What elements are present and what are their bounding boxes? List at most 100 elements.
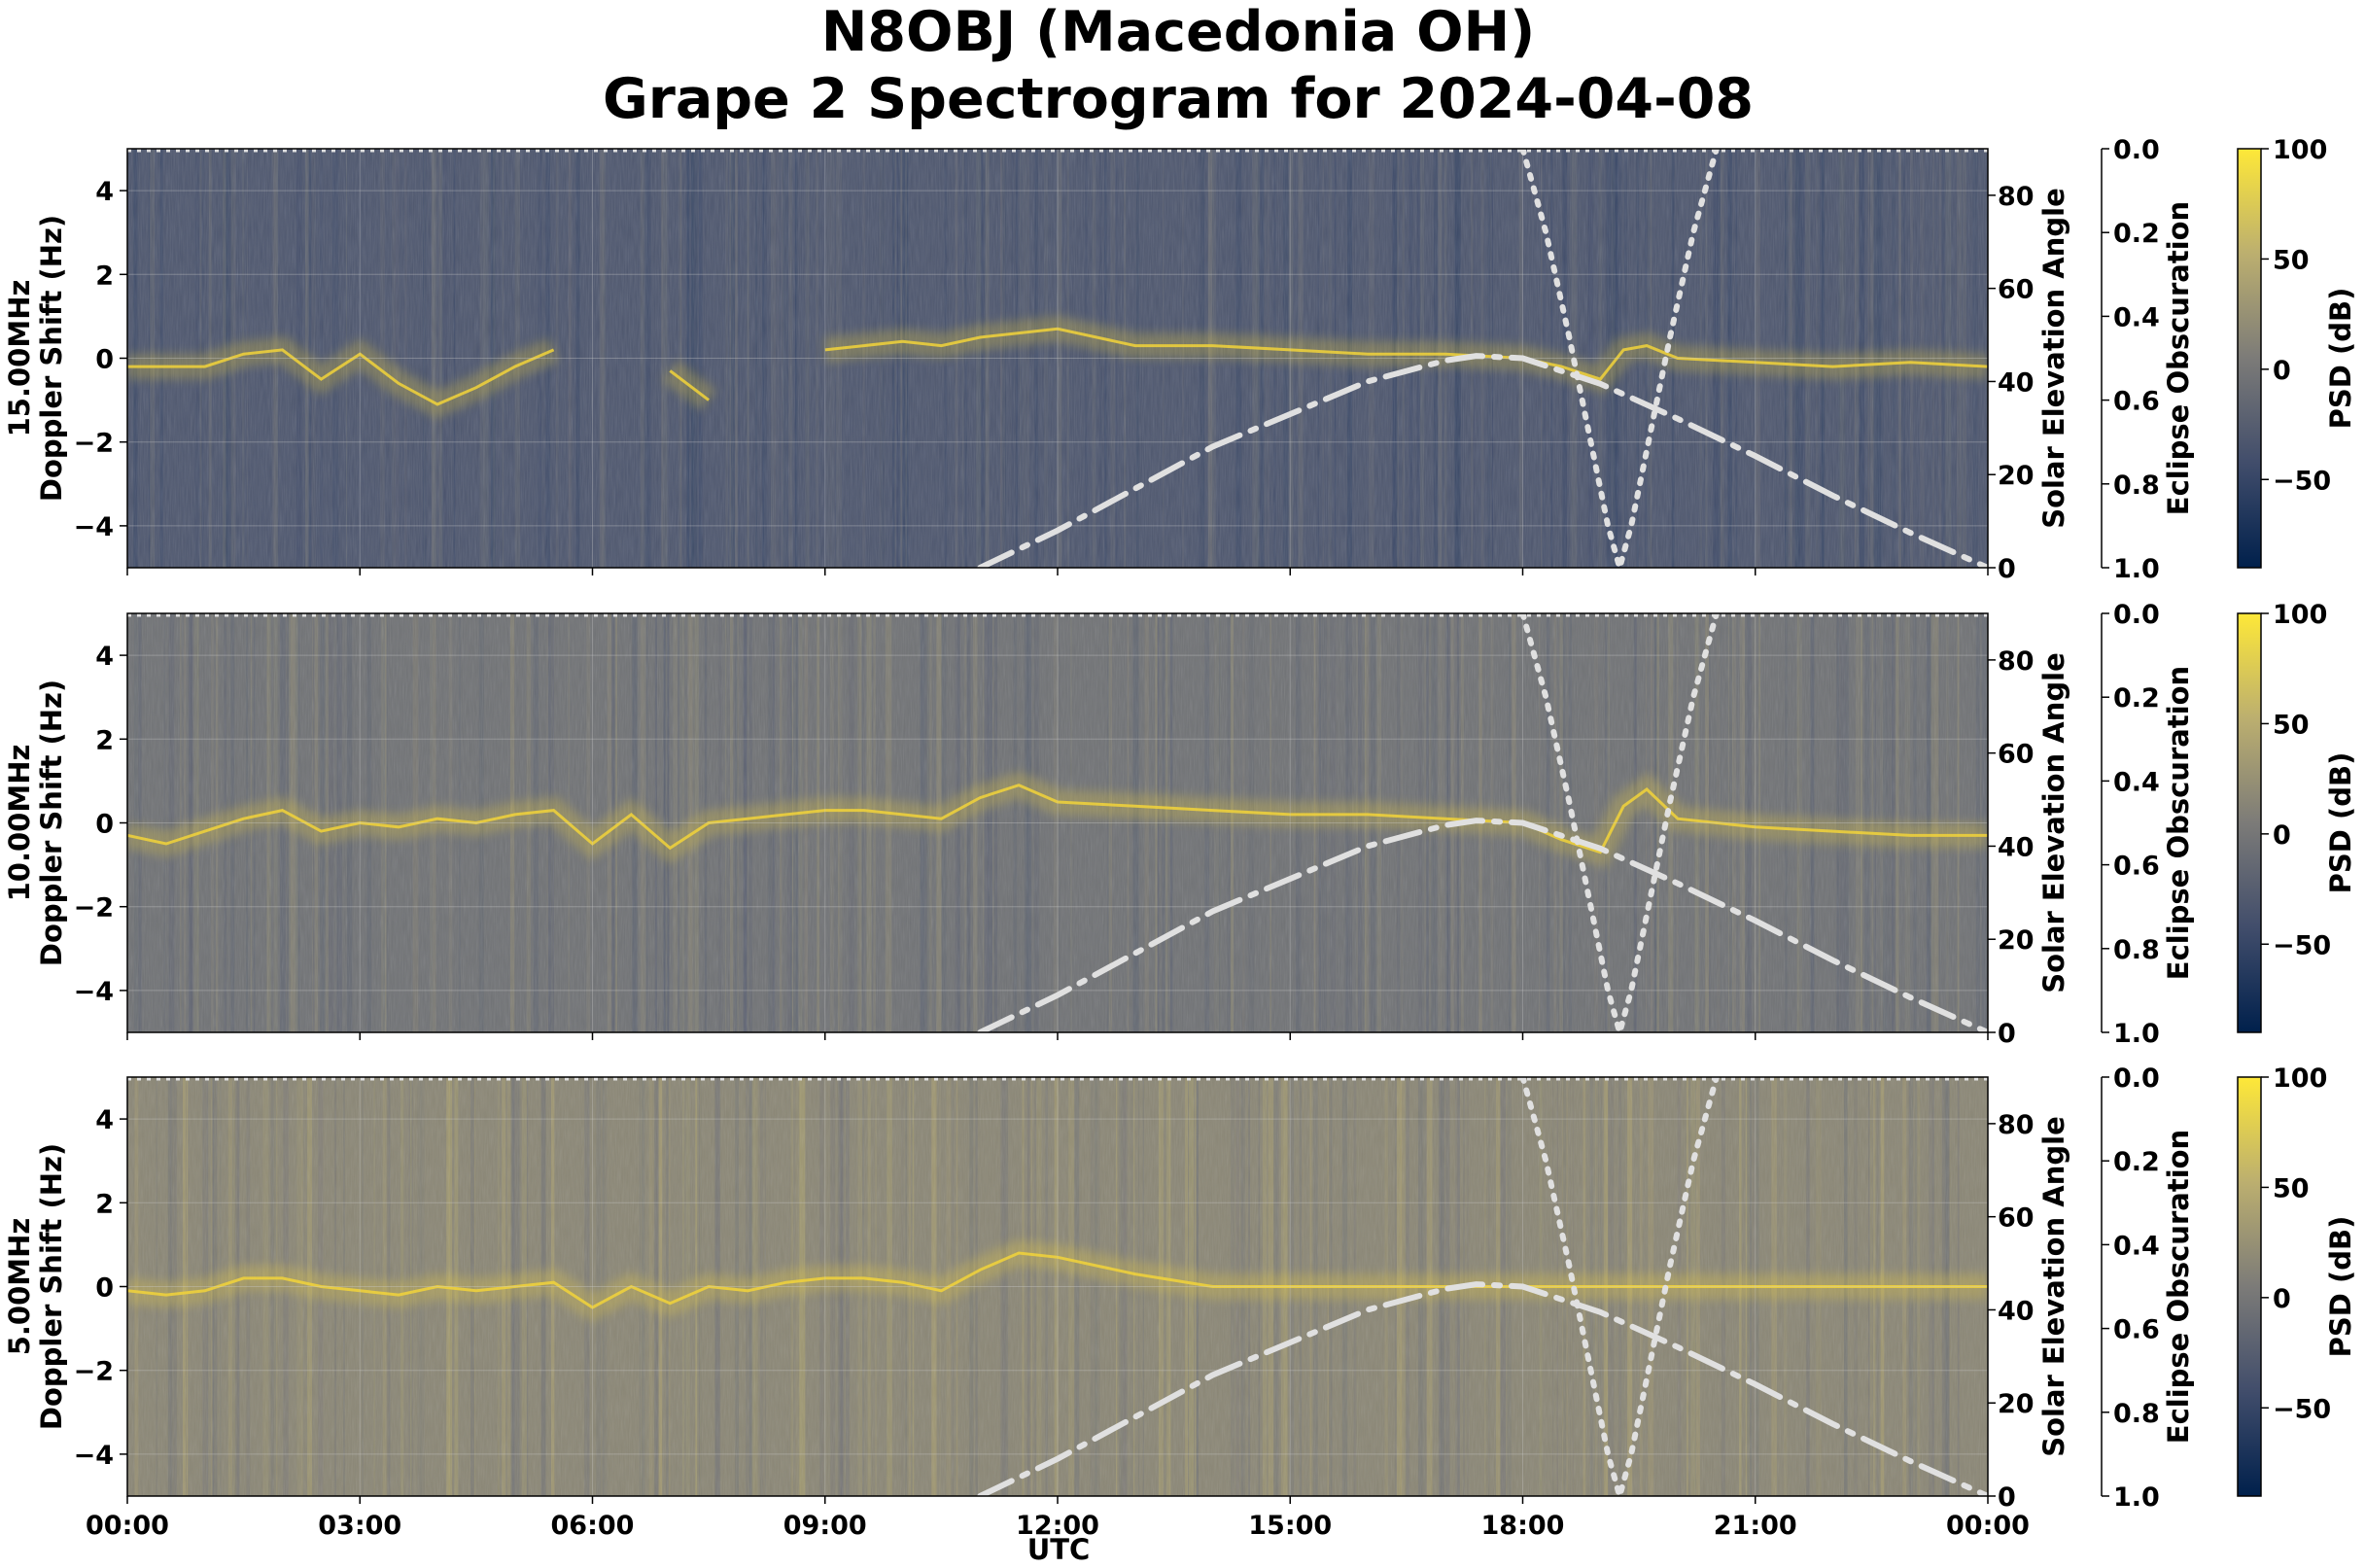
signal-trace	[127, 327, 1988, 406]
y2-tick-label: 20	[1998, 925, 2035, 956]
y-tick-label: −4	[74, 977, 114, 1007]
colorbar	[2237, 612, 2262, 1033]
y2-tick-label: 60	[1998, 740, 2035, 770]
y2-tick-label: 60	[1998, 275, 2035, 305]
signal-trace	[127, 784, 1988, 854]
colorbar-tick-label: 100	[2273, 600, 2327, 630]
spectrogram-plot-area	[127, 1077, 1988, 1496]
y-axis-label: 15.00MHz	[3, 280, 36, 437]
y-tick-label: 0	[95, 345, 114, 375]
y3-tick-label: 0.6	[2113, 387, 2160, 417]
y3-tick-label: 1.0	[2113, 1019, 2160, 1049]
y3-tick-label: 0.8	[2113, 470, 2160, 501]
y-tick-label: 0	[95, 810, 114, 840]
colorbar-label: PSD (dB)	[2324, 1216, 2357, 1358]
y-tick-label: 0	[95, 1273, 114, 1304]
colorbar-tick-label: 0	[2273, 356, 2291, 386]
y3-tick-label: 0.2	[2113, 683, 2160, 714]
y3-tick-label: 0.6	[2113, 852, 2160, 882]
colorbar-tick-label: 100	[2273, 1063, 2327, 1094]
panel-10-00mhz: 420−2−410.00MHz Doppler Shift (Hz)0204060…	[3, 600, 2357, 1049]
y2-tick-label: 80	[1998, 646, 2035, 677]
y-tick-label: −2	[74, 1357, 114, 1387]
y-tick-label: −2	[74, 429, 114, 459]
y-tick-label: 2	[95, 261, 114, 291]
y2-tick-label: 0	[1998, 554, 2016, 584]
y2-axis-label: Solar Elevation Angle	[2037, 652, 2070, 993]
y3-tick-label: 0.8	[2113, 1399, 2160, 1429]
y-tick-label: −4	[74, 512, 114, 542]
y2-tick-label: 80	[1998, 182, 2035, 212]
colorbar-tick-label: 50	[2273, 245, 2310, 275]
x-tick-label: 03:00	[318, 1511, 401, 1541]
y3-tick-label: 1.0	[2113, 1482, 2160, 1513]
y3-tick-label: 0.0	[2113, 135, 2160, 165]
y-axis-label: 5.00MHz	[3, 1218, 36, 1356]
y-axis-label: Doppler Shift (Hz)	[35, 679, 68, 966]
x-tick-label: 00:00	[86, 1511, 169, 1541]
y-axis-label: Doppler Shift (Hz)	[35, 1143, 68, 1430]
colorbar-label: PSD (dB)	[2324, 752, 2357, 894]
y2-tick-label: 80	[1998, 1110, 2035, 1140]
x-tick-label: 21:00	[1714, 1511, 1797, 1541]
spectrogram-plot-area	[127, 149, 1988, 568]
y3-tick-label: 0.8	[2113, 935, 2160, 965]
y-axis-label: Doppler Shift (Hz)	[35, 215, 68, 502]
y-tick-label: 2	[95, 1189, 114, 1219]
y3-tick-label: 0.4	[2113, 767, 2160, 797]
y3-tick-label: 0.6	[2113, 1315, 2160, 1345]
x-tick-label: 00:00	[1946, 1511, 2030, 1541]
x-tick-label: 12:00	[1016, 1511, 1099, 1541]
y-tick-label: 4	[95, 642, 114, 672]
colorbar-tick-label: −50	[2273, 1394, 2331, 1424]
spectrogram-plot-area	[127, 613, 1988, 1032]
y2-tick-label: 0	[1998, 1482, 2016, 1513]
solar-elevation-curve	[977, 1281, 1988, 1496]
y2-tick-label: 60	[1998, 1203, 2035, 1234]
y-tick-label: 4	[95, 177, 114, 207]
colorbar-label: PSD (dB)	[2324, 288, 2357, 430]
y3-axis-label: Eclipse Obscuration	[2162, 1130, 2195, 1444]
y-tick-label: 2	[95, 725, 114, 755]
colorbar-tick-label: 50	[2273, 710, 2310, 740]
y3-axis-label: Eclipse Obscuration	[2162, 666, 2195, 980]
y-tick-label: −2	[74, 893, 114, 923]
y2-tick-label: 0	[1998, 1019, 2016, 1049]
x-tick-label: 09:00	[783, 1511, 867, 1541]
colorbar-tick-label: 0	[2273, 820, 2291, 851]
y2-tick-label: 40	[1998, 1296, 2035, 1326]
solar-elevation-curve	[977, 353, 1988, 568]
y2-tick-label: 40	[1998, 832, 2035, 862]
x-tick-label: 15:00	[1248, 1511, 1332, 1541]
y3-tick-label: 0.0	[2113, 600, 2160, 630]
x-axis-label: UTC	[1027, 1533, 1091, 1566]
y-tick-label: 4	[95, 1105, 114, 1135]
panel-5-00mhz: 420−2−45.00MHz Doppler Shift (Hz)02040608…	[3, 1063, 2357, 1541]
y3-tick-label: 0.4	[2113, 302, 2160, 332]
chart-title-line1: N8OBJ (Macedonia OH)	[821, 0, 1536, 64]
colorbar	[2237, 148, 2262, 569]
y3-tick-label: 0.0	[2113, 1063, 2160, 1094]
colorbar-tick-label: −50	[2273, 930, 2331, 960]
colorbar-tick-label: 100	[2273, 135, 2327, 165]
colorbar	[2237, 1076, 2262, 1497]
y2-tick-label: 20	[1998, 1389, 2035, 1419]
y2-tick-label: 20	[1998, 461, 2035, 491]
colorbar-tick-label: −50	[2273, 466, 2331, 496]
y3-tick-label: 0.2	[2113, 219, 2160, 249]
y3-axis-label: Eclipse Obscuration	[2162, 201, 2195, 515]
panel-15-00mhz: 420−2−415.00MHz Doppler Shift (Hz)0204060…	[3, 135, 2357, 584]
x-tick-label: 06:00	[551, 1511, 635, 1541]
y2-axis-label: Solar Elevation Angle	[2037, 1116, 2070, 1457]
colorbar-tick-label: 0	[2273, 1284, 2291, 1314]
colorbar-tick-label: 50	[2273, 1173, 2310, 1203]
chart-title-line2: Grape 2 Spectrogram for 2024-04-08	[603, 67, 1754, 131]
y3-tick-label: 1.0	[2113, 554, 2160, 584]
y-tick-label: −4	[74, 1441, 114, 1471]
y2-axis-label: Solar Elevation Angle	[2037, 188, 2070, 529]
y-axis-label: 10.00MHz	[3, 745, 36, 902]
y2-tick-label: 40	[1998, 367, 2035, 398]
y3-tick-label: 0.2	[2113, 1147, 2160, 1177]
solar-elevation-curve	[977, 818, 1988, 1032]
